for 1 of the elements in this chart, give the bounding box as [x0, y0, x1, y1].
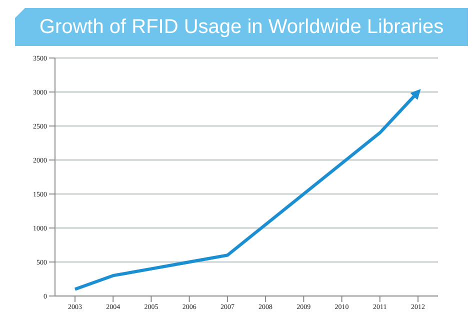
chart-title: Growth of RFID Usage in Worldwide Libraries [39, 16, 444, 38]
